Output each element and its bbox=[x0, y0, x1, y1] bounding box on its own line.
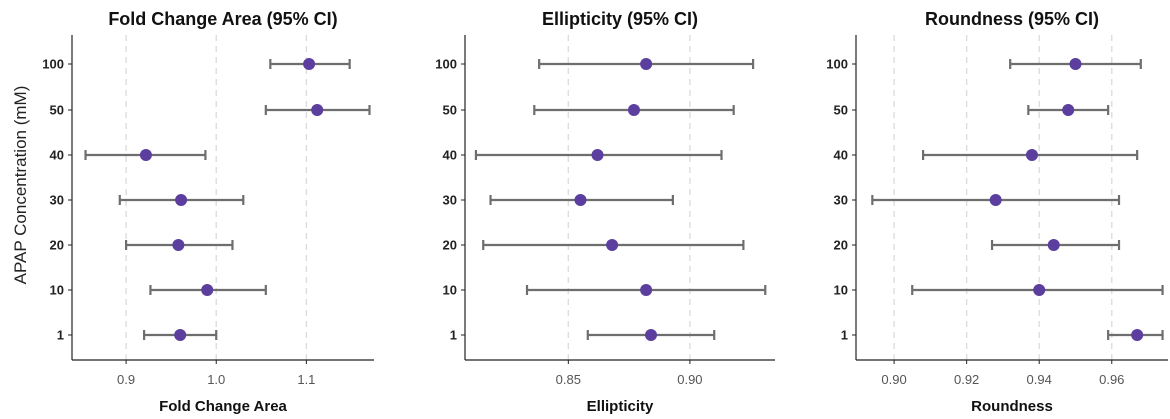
y-tick-label: 40 bbox=[443, 148, 457, 163]
x-tick-label: 1.0 bbox=[207, 372, 225, 387]
data-point bbox=[172, 239, 185, 251]
y-tick-label: 1 bbox=[57, 328, 64, 343]
y-tick-label: 100 bbox=[826, 57, 848, 72]
y-tick-label: 10 bbox=[834, 283, 848, 298]
data-point bbox=[303, 58, 316, 70]
x-tick-label: 0.85 bbox=[556, 372, 581, 387]
data-point bbox=[1025, 149, 1038, 161]
x-axis-label: Fold Change Area bbox=[159, 398, 287, 415]
chart-title: Fold Change Area (95% CI) bbox=[108, 9, 337, 29]
data-point bbox=[640, 284, 653, 296]
x-tick-label: 1.1 bbox=[297, 372, 315, 387]
data-point bbox=[606, 239, 619, 251]
data-point bbox=[1033, 284, 1046, 296]
x-tick-label: 0.96 bbox=[1099, 372, 1124, 387]
chart-panel-1: Fold Change Area (95% CI) Fold Change Are… bbox=[42, 9, 374, 415]
y-tick-label: 40 bbox=[834, 148, 848, 163]
data-point bbox=[1069, 58, 1082, 70]
data-point bbox=[1062, 104, 1075, 116]
y-tick-label: 20 bbox=[834, 238, 848, 253]
errorbar-30 bbox=[871, 194, 1121, 206]
x-tick-label: 0.92 bbox=[954, 372, 979, 387]
errorbar-1 bbox=[586, 329, 716, 341]
data-point bbox=[1131, 329, 1144, 341]
data-point bbox=[175, 194, 188, 206]
data-point bbox=[574, 194, 587, 206]
data-point bbox=[627, 104, 640, 116]
errorbar-100 bbox=[269, 58, 351, 70]
y-tick-label: 50 bbox=[443, 103, 457, 118]
chart-panel-3: Roundness (95% CI) Roundness 0.90 0.92 0.94 0… bbox=[826, 9, 1168, 415]
errorbar-20 bbox=[482, 239, 745, 251]
x-tick-label: 0.94 bbox=[1027, 372, 1052, 387]
y-tick-label: 20 bbox=[443, 238, 457, 253]
chart-title: Roundness (95% CI) bbox=[925, 9, 1099, 29]
data-point bbox=[640, 58, 653, 70]
x-axis-label: Roundness bbox=[971, 398, 1053, 415]
y-tick-label: 30 bbox=[834, 193, 848, 208]
y-tick-label: 40 bbox=[50, 148, 64, 163]
data-point bbox=[645, 329, 657, 341]
x-tick-label: 0.90 bbox=[881, 372, 906, 387]
errorbar-40 bbox=[84, 149, 207, 161]
y-axis-label: APAP Concentration (mM) bbox=[11, 86, 30, 285]
y-tick-label: 50 bbox=[834, 103, 848, 118]
errorbar-1 bbox=[1107, 329, 1164, 341]
data-point bbox=[201, 284, 214, 296]
y-tick-label: 20 bbox=[50, 238, 64, 253]
chart-panel-2: Ellipticity (95% CI) Ellipticity 0.85 0.90 1… bbox=[435, 9, 775, 415]
errorbar-10 bbox=[525, 284, 767, 296]
errorbar-30 bbox=[118, 194, 245, 206]
x-tick-label: 0.90 bbox=[677, 372, 702, 387]
y-tick-label: 30 bbox=[443, 193, 457, 208]
errorbar-10 bbox=[149, 284, 267, 296]
y-tick-label: 30 bbox=[50, 193, 64, 208]
errorbar-30 bbox=[489, 194, 674, 206]
errorbar-50 bbox=[264, 104, 371, 116]
errorbar-100 bbox=[538, 58, 755, 70]
data-point bbox=[139, 149, 152, 161]
errorbar-40 bbox=[922, 149, 1139, 161]
errorbar-20 bbox=[990, 239, 1121, 251]
y-tick-label: 100 bbox=[42, 57, 64, 72]
y-tick-label: 1 bbox=[450, 328, 457, 343]
errorbar-10 bbox=[911, 284, 1164, 296]
y-tick-label: 10 bbox=[443, 283, 457, 298]
errorbar-50 bbox=[1027, 104, 1110, 116]
x-axis-label: Ellipticity bbox=[587, 398, 654, 415]
y-tick-label: 100 bbox=[435, 57, 457, 72]
data-point bbox=[311, 104, 324, 116]
errorbar-20 bbox=[124, 239, 234, 251]
y-tick-label: 10 bbox=[50, 283, 64, 298]
chart-title: Ellipticity (95% CI) bbox=[542, 9, 698, 29]
data-point bbox=[989, 194, 1002, 206]
y-tick-label: 1 bbox=[841, 328, 848, 343]
data-point bbox=[1047, 239, 1060, 251]
errorbar-50 bbox=[533, 104, 735, 116]
errorbar-1 bbox=[143, 329, 218, 341]
data-point bbox=[591, 149, 604, 161]
y-tick-label: 50 bbox=[50, 103, 64, 118]
errorbar-40 bbox=[474, 149, 723, 161]
x-tick-label: 0.9 bbox=[117, 372, 135, 387]
errorbar-100 bbox=[1009, 58, 1142, 70]
data-point bbox=[174, 329, 187, 341]
